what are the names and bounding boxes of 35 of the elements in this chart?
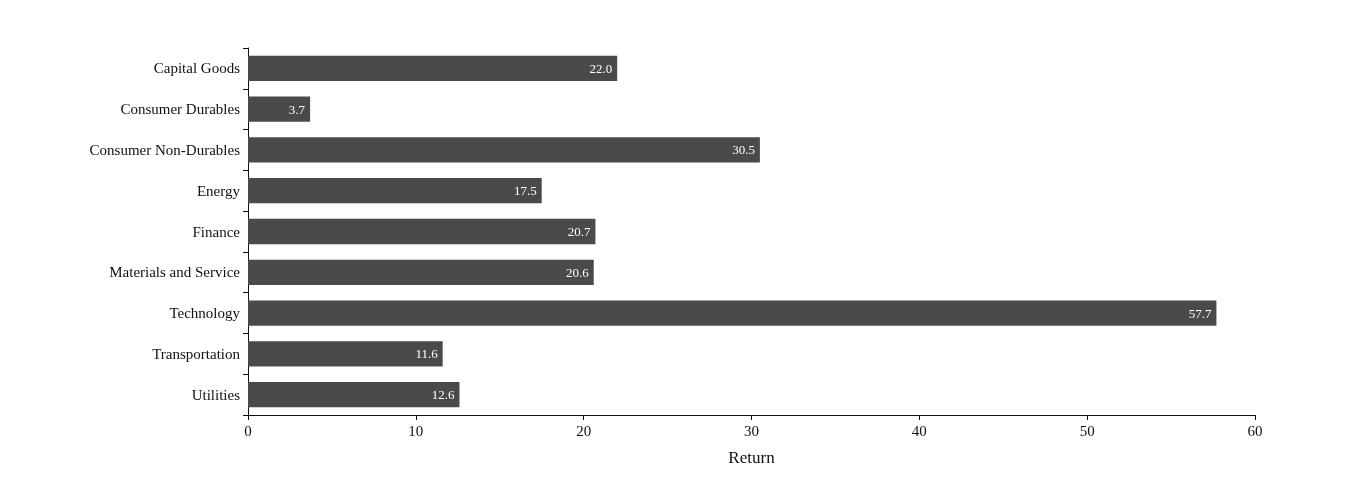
data-label: 22.0	[589, 60, 613, 76]
bar	[248, 178, 542, 204]
data-label: 30.5	[732, 142, 755, 158]
x-tick-label: 20	[576, 422, 592, 439]
data-label: 3.7	[288, 101, 306, 117]
x-tick-label: 0	[244, 422, 252, 439]
x-axis-title: Return	[728, 448, 776, 467]
data-label: 12.6	[431, 387, 455, 403]
bar	[248, 218, 596, 245]
x-tick-label: 60	[1247, 422, 1263, 439]
y-tick-label: Consumer Durables	[120, 101, 241, 118]
x-tick-label: 10	[408, 422, 424, 439]
data-label: 57.7	[1188, 305, 1212, 321]
y-tick-label: Finance	[192, 223, 241, 240]
data-label: 20.7	[567, 224, 591, 239]
y-tick-label: Capital Goods	[153, 60, 241, 77]
x-tick-label: 30	[744, 422, 759, 439]
bar	[248, 300, 1217, 326]
bar	[248, 96, 311, 122]
data-label: 20.6	[565, 264, 590, 280]
y-tick-label: Transportation	[152, 345, 241, 362]
y-tick-label: Consumer Non-Durables	[89, 141, 241, 158]
bar	[248, 259, 594, 285]
bar	[248, 381, 460, 408]
y-tick-label: Materials and Service	[109, 264, 241, 281]
data-label: 11.6	[415, 346, 439, 362]
bar	[248, 55, 618, 82]
x-tick-label: 40	[911, 422, 927, 439]
bar	[248, 341, 443, 367]
data-label: 17.5	[513, 183, 537, 199]
y-tick-label: Energy	[196, 182, 241, 199]
y-tick-label: Utilities	[191, 386, 241, 403]
y-tick-label: Technology	[169, 305, 241, 322]
bar	[248, 137, 760, 163]
x-tick-label: 50	[1079, 422, 1095, 439]
